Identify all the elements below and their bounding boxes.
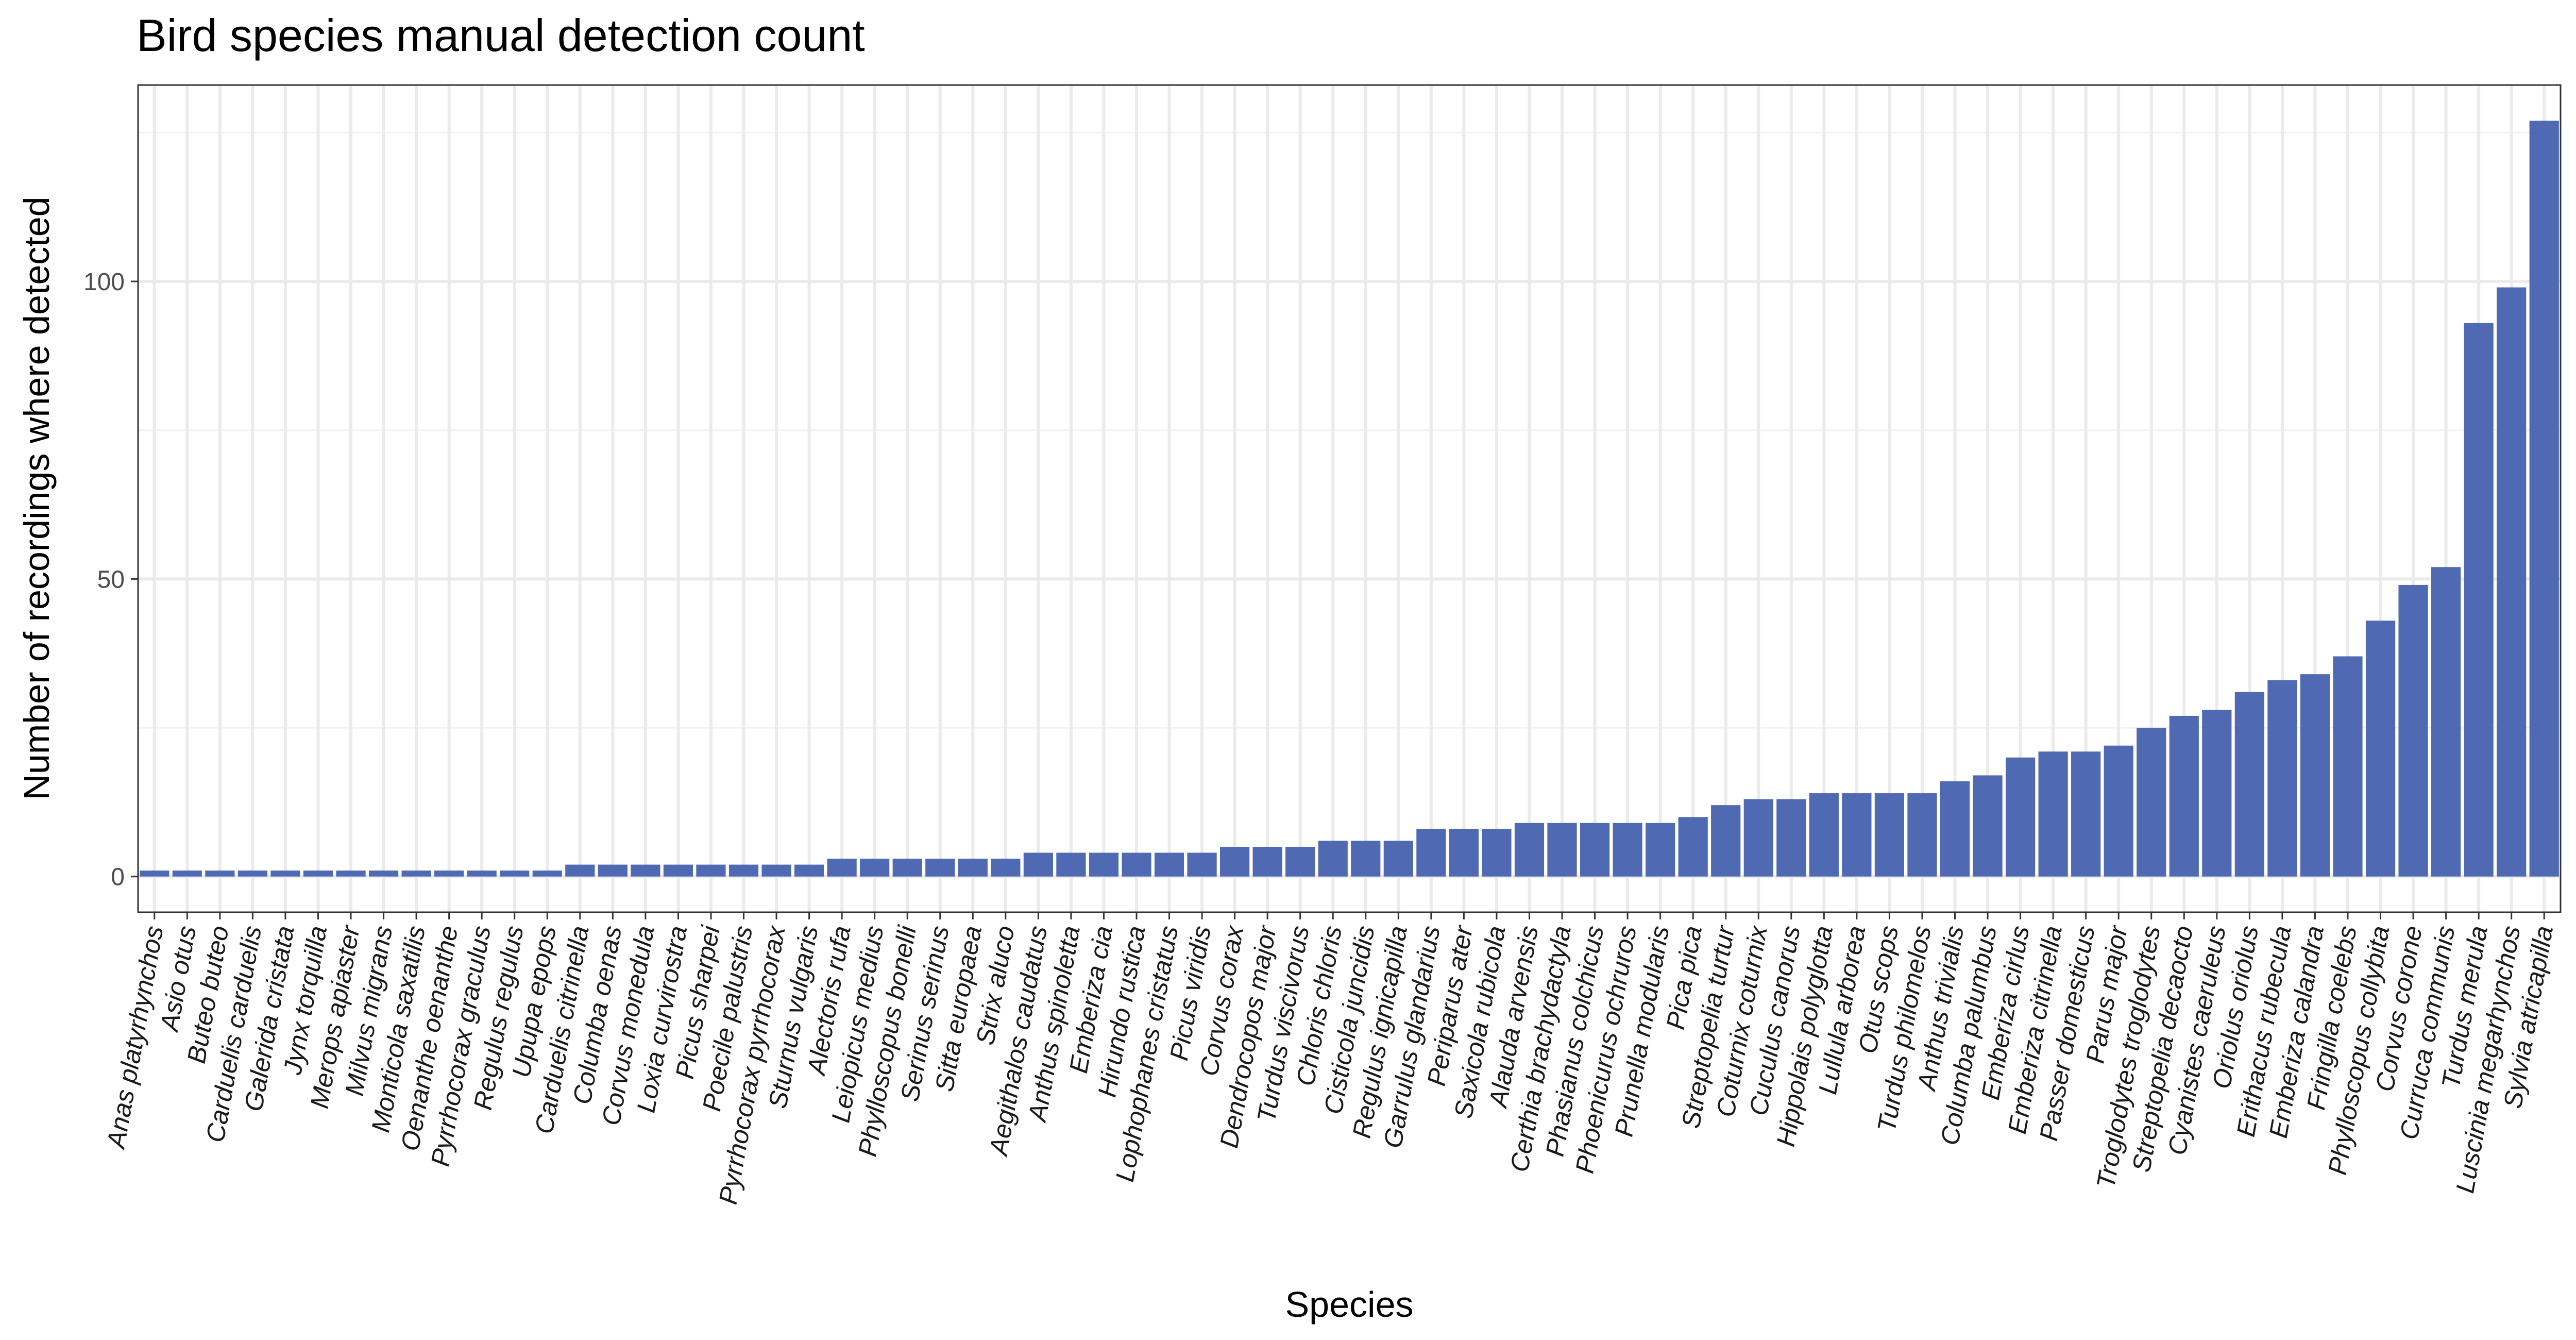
bar [1743,799,1773,877]
y-tick-label: 100 [83,269,125,296]
bar [1973,775,2003,877]
bar [1514,823,1545,877]
bar [2104,745,2133,877]
bar [2137,728,2166,877]
bar [1646,823,1675,877]
bar [1285,846,1315,877]
bar [696,864,726,877]
x-axis-label: Species [1285,1284,1413,1325]
bar [2202,710,2232,877]
grid-layer [138,85,2561,912]
bar [1482,829,1512,877]
bar [761,864,791,877]
bar [1023,852,1053,877]
bar [663,864,693,877]
bar [2071,751,2101,877]
bar [1907,793,1937,877]
bar [172,870,202,877]
bar [958,859,988,877]
bar [1056,852,1086,877]
bar [827,859,857,877]
bar [1122,852,1151,877]
bar [1252,846,1282,877]
bar [631,864,660,877]
bar [467,870,497,877]
bar [238,870,267,877]
bar [991,859,1021,877]
bar [336,870,366,877]
bar [794,864,824,877]
bar [500,870,530,877]
bar [598,864,628,877]
bar [1547,823,1577,877]
bar [1776,799,1806,877]
bar [2234,692,2264,877]
bar [925,859,955,877]
bar [2464,323,2494,877]
y-axis-label: Number of recordings where detected [16,196,57,800]
bar [892,859,922,877]
panel-border [137,84,2562,913]
bar [1940,781,1970,877]
bar [401,870,431,877]
bar [2169,715,2199,877]
bar [1351,841,1381,877]
bar [1842,793,1872,877]
bar [728,864,759,877]
bar [303,870,333,877]
bar-layer [140,121,2559,877]
bar [368,870,399,877]
bar [1154,852,1184,877]
bar [140,870,170,877]
bar [1383,841,1413,877]
y-axis: 0 50 100 [83,269,138,891]
bar [2431,567,2461,877]
bar [2005,757,2036,877]
bar [1318,841,1348,877]
bar [2300,674,2330,877]
bar [2398,584,2428,877]
bar [205,870,235,877]
bar [1580,823,1610,877]
bar [1809,793,1839,877]
bar [434,870,464,877]
bar [2497,287,2527,877]
bar [1089,852,1119,877]
bar [2529,121,2559,877]
bar [1711,805,1741,877]
bar [1613,823,1642,877]
bar [1449,829,1479,877]
bar [532,870,562,877]
x-tick-label: Anas platyrhynchos [101,924,168,1151]
bar [270,870,300,877]
y-tick-label: 50 [97,566,125,593]
bar [860,859,890,877]
bar [2267,680,2297,877]
y-tick-label: 0 [111,864,125,891]
bar [565,864,595,877]
bar [1874,793,1905,877]
chart-title: Bird species manual detection count [137,10,865,61]
bar [2038,751,2068,877]
bar [1220,846,1250,877]
bar [1678,817,1708,877]
bar [1416,829,1446,877]
bar [1187,852,1217,877]
bar [2365,621,2396,877]
bar [2333,656,2363,877]
